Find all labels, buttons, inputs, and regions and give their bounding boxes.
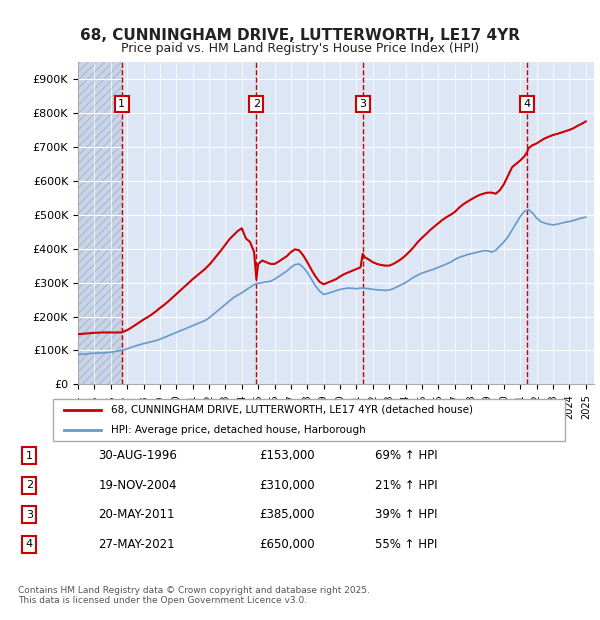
Text: 68, CUNNINGHAM DRIVE, LUTTERWORTH, LE17 4YR (detached house): 68, CUNNINGHAM DRIVE, LUTTERWORTH, LE17 … bbox=[112, 405, 473, 415]
Text: 55% ↑ HPI: 55% ↑ HPI bbox=[375, 538, 437, 551]
Text: 3: 3 bbox=[359, 99, 366, 109]
Text: 1: 1 bbox=[26, 451, 33, 461]
Text: Contains HM Land Registry data © Crown copyright and database right 2025.
This d: Contains HM Land Registry data © Crown c… bbox=[18, 586, 370, 605]
Text: Price paid vs. HM Land Registry's House Price Index (HPI): Price paid vs. HM Land Registry's House … bbox=[121, 42, 479, 55]
Text: 3: 3 bbox=[26, 510, 33, 520]
FancyBboxPatch shape bbox=[53, 399, 565, 441]
Text: 30-AUG-1996: 30-AUG-1996 bbox=[98, 450, 177, 463]
Text: HPI: Average price, detached house, Harborough: HPI: Average price, detached house, Harb… bbox=[112, 425, 366, 435]
Text: 2: 2 bbox=[253, 99, 260, 109]
Text: 27-MAY-2021: 27-MAY-2021 bbox=[98, 538, 175, 551]
Text: £650,000: £650,000 bbox=[260, 538, 316, 551]
Bar bbox=[78, 62, 122, 384]
Text: £385,000: £385,000 bbox=[260, 508, 315, 521]
Text: 39% ↑ HPI: 39% ↑ HPI bbox=[375, 508, 437, 521]
Text: £310,000: £310,000 bbox=[260, 479, 316, 492]
Text: 4: 4 bbox=[523, 99, 530, 109]
Text: 19-NOV-2004: 19-NOV-2004 bbox=[98, 479, 177, 492]
Text: 69% ↑ HPI: 69% ↑ HPI bbox=[375, 450, 437, 463]
Text: 20-MAY-2011: 20-MAY-2011 bbox=[98, 508, 175, 521]
Text: 2: 2 bbox=[26, 480, 33, 490]
Text: £153,000: £153,000 bbox=[260, 450, 316, 463]
Text: 4: 4 bbox=[26, 539, 33, 549]
Text: 68, CUNNINGHAM DRIVE, LUTTERWORTH, LE17 4YR: 68, CUNNINGHAM DRIVE, LUTTERWORTH, LE17 … bbox=[80, 28, 520, 43]
Text: 1: 1 bbox=[118, 99, 125, 109]
Text: 21% ↑ HPI: 21% ↑ HPI bbox=[375, 479, 437, 492]
